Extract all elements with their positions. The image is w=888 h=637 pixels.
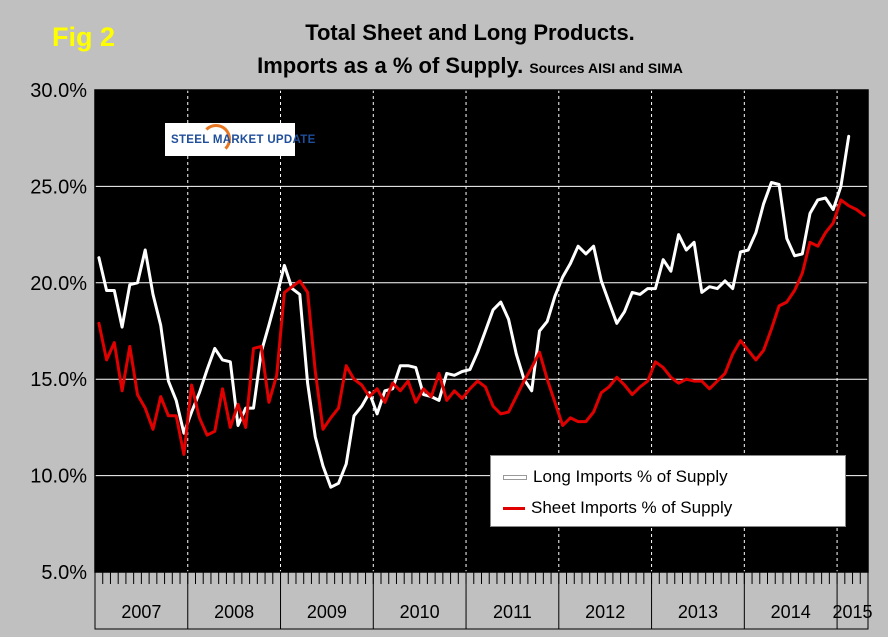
legend-swatch-long xyxy=(503,474,527,480)
logo-text: STEEL MARKET UPDATE xyxy=(171,134,316,146)
x-year-label: 2011 xyxy=(493,602,532,622)
legend-label-sheet: Sheet Imports % of Supply xyxy=(531,498,733,517)
legend-item-sheet: Sheet Imports % of Supply xyxy=(503,496,732,520)
chart-title-line2: Imports as a % of Supply. Sources AISI a… xyxy=(130,53,810,79)
x-year-label: 2013 xyxy=(678,602,718,622)
legend-label-long: Long Imports % of Supply xyxy=(533,467,728,486)
chart-title: Total Sheet and Long Products. xyxy=(305,20,635,45)
y-tick-label: 15.0% xyxy=(30,369,87,391)
x-year-label: 2007 xyxy=(121,602,161,622)
steel-market-update-logo: STEEL MARKET UPDATE xyxy=(165,123,315,156)
x-year-label: 2010 xyxy=(400,602,440,622)
plot-border xyxy=(94,89,869,573)
figure-label: Fig 2 xyxy=(52,22,116,52)
x-year-label: 2008 xyxy=(214,602,254,622)
legend-swatch-sheet xyxy=(503,506,525,510)
series-line-long xyxy=(97,134,851,489)
x-year-label: 2014 xyxy=(771,602,811,622)
chart-subtitle: Sources AISI and SIMA xyxy=(529,60,683,76)
y-tick-label: 5.0% xyxy=(41,562,87,584)
y-tick-label: 10.0% xyxy=(30,466,87,488)
y-tick-label: 25.0% xyxy=(30,176,87,198)
series-line-sheet xyxy=(97,198,866,456)
chart-legend: Long Imports % of Supply Sheet Imports %… xyxy=(490,455,846,527)
y-tick-label: 20.0% xyxy=(30,273,87,295)
x-year-label: 2009 xyxy=(307,602,347,622)
legend-item-long: Long Imports % of Supply xyxy=(503,465,728,489)
x-year-label: 2012 xyxy=(585,602,625,622)
x-year-label: 2015 xyxy=(833,602,873,622)
y-tick-label: 30.0% xyxy=(30,80,87,102)
chart-title-text: Imports as a % of Supply. xyxy=(257,53,524,78)
logo-swoosh-icon xyxy=(201,124,231,154)
